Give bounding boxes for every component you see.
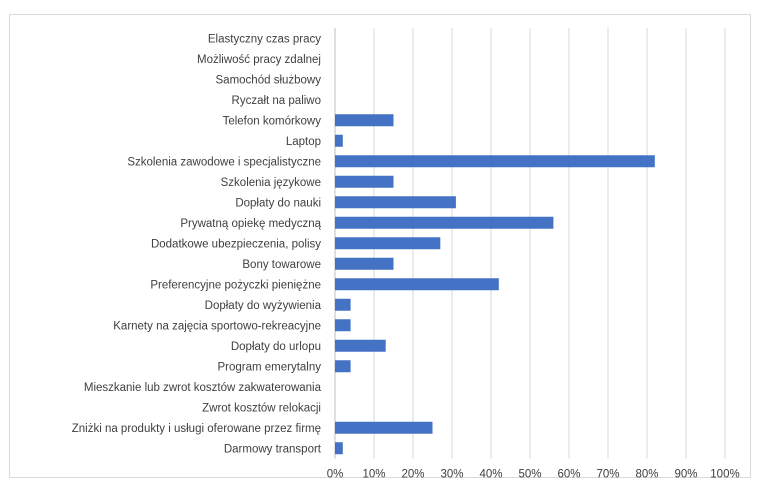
category-label: Zniżki na produkty i usługi oferowane pr… (72, 423, 321, 435)
gridlines (334, 28, 726, 459)
bar (335, 114, 394, 127)
category-label: Program emerytalny (217, 361, 321, 373)
category-label: Laptop (286, 136, 321, 148)
category-label: Szkolenia językowe (221, 177, 321, 189)
bar (335, 339, 386, 352)
category-label: Możliwość pracy zdalnej (197, 54, 321, 66)
bar (335, 257, 394, 270)
bar (335, 319, 351, 332)
category-label: Elastyczny czas pracy (208, 33, 321, 45)
bar (335, 442, 343, 455)
x-tick-labels: 0% 10% 20% 30% 40% 50% 60% 70% 80% 90% 100% (327, 469, 740, 481)
x-tick-label: 90% (674, 469, 697, 481)
bar (335, 360, 351, 373)
category-label: Dodatkowe ubezpieczenia, polisy (151, 238, 321, 250)
bars (335, 114, 655, 455)
x-tick-label: 50% (518, 469, 541, 481)
x-tick-label: 10% (362, 469, 385, 481)
bar (335, 216, 554, 229)
category-label: Samochód służbowy (216, 74, 322, 86)
bar (335, 421, 433, 434)
category-label: Telefon komórkowy (223, 115, 322, 127)
bar (335, 155, 655, 168)
bar (335, 298, 351, 311)
category-label: Dopłaty do wyżywienia (205, 300, 322, 312)
x-tick-label: 70% (596, 469, 619, 481)
category-label: Bony towarowe (242, 259, 321, 271)
x-tick-label: 80% (635, 469, 658, 481)
category-label: Karnety na zajęcia sportowo-rekreacyjne (113, 320, 321, 332)
category-label: Ryczałt na paliwo (232, 95, 321, 107)
x-tick-label: 30% (440, 469, 463, 481)
x-tick-label: 100% (710, 469, 739, 481)
category-label: Darmowy transport (224, 443, 322, 455)
category-label: Dopłaty do urlopu (231, 341, 321, 353)
x-tick-label: 40% (479, 469, 502, 481)
category-labels: Elastyczny czas pracy Możliwość pracy zda… (72, 33, 322, 455)
category-label: Prywatną opiekę medyczną (180, 218, 321, 230)
bar (335, 175, 394, 188)
bar (335, 196, 456, 209)
bar (335, 278, 499, 291)
category-label: Zwrot kosztów relokacji (202, 402, 321, 414)
category-label: Mieszkanie lub zwrot kosztów zakwaterowa… (84, 382, 322, 394)
x-tick-label: 60% (557, 469, 580, 481)
x-tick-label: 20% (401, 469, 424, 481)
bar (335, 237, 441, 250)
bar (335, 134, 343, 147)
category-label: Szkolenia zawodowe i specjalistyczne (127, 156, 321, 168)
category-label: Dopłaty do nauki (235, 197, 321, 209)
category-label: Preferencyjne pożyczki pieniężne (150, 279, 321, 291)
x-tick-label: 0% (327, 469, 344, 481)
